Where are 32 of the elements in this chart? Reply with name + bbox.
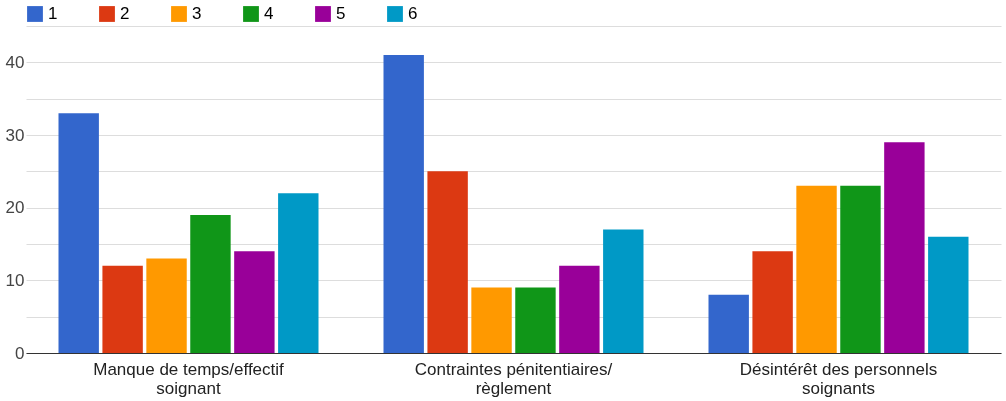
y-tick-label: 40 <box>5 52 25 72</box>
bar <box>515 287 556 353</box>
y-tick-label: 0 <box>15 343 25 363</box>
bar <box>190 214 231 353</box>
bar <box>752 251 793 353</box>
y-tick-label: 10 <box>5 270 25 290</box>
bar <box>102 265 143 353</box>
legend-label: 2 <box>120 4 130 23</box>
legend-label: 1 <box>48 4 58 23</box>
bar <box>559 265 600 353</box>
bar <box>278 193 319 353</box>
bar <box>58 113 99 353</box>
legend-label: 6 <box>408 4 418 23</box>
bar <box>708 294 749 353</box>
bar <box>603 229 644 353</box>
bar <box>427 171 468 353</box>
bar <box>796 185 837 353</box>
legend-label: 3 <box>192 4 202 23</box>
y-tick-label: 30 <box>5 125 25 145</box>
bar <box>234 251 275 353</box>
bar <box>884 142 925 353</box>
y-tick-label: 20 <box>5 198 25 218</box>
x-tick-label: Contraintes pénitentiaires/ règlement <box>414 359 613 398</box>
bar <box>471 287 512 353</box>
bar <box>928 236 969 353</box>
legend-label: 5 <box>336 4 346 23</box>
x-tick-label: Désintérêt des personnels soignants <box>739 359 938 398</box>
bar <box>383 55 424 353</box>
bar <box>840 185 881 353</box>
x-tick-label: Manque de temps/effectif soignant <box>93 359 285 398</box>
legend-label: 4 <box>264 4 274 23</box>
bar <box>146 258 187 353</box>
